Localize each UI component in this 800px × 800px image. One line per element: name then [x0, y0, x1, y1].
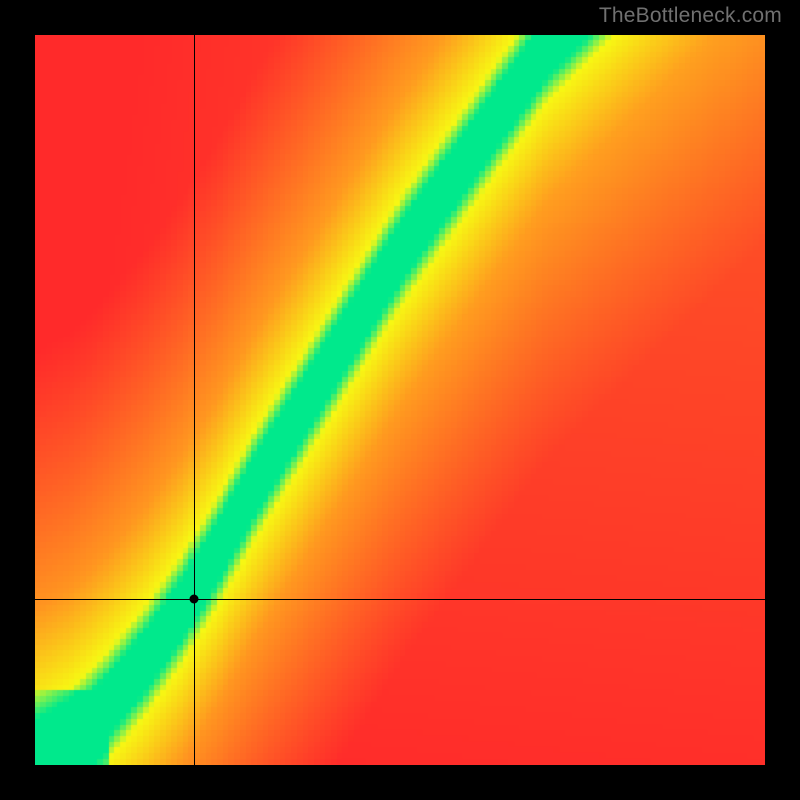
bottleneck-heatmap	[35, 35, 765, 765]
watermark-text: TheBottleneck.com	[599, 4, 782, 28]
heatmap-canvas	[35, 35, 765, 765]
